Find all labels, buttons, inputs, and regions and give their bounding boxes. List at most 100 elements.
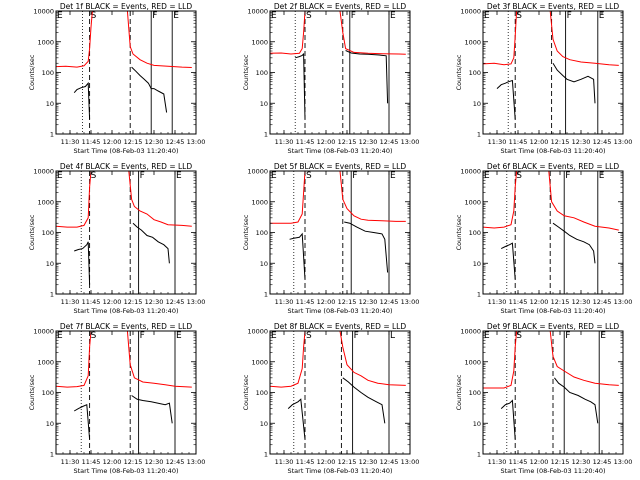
events-series-line bbox=[289, 232, 306, 280]
x-tick-label: 12:00 bbox=[530, 458, 549, 466]
marker-label: E bbox=[57, 331, 63, 341]
events-series-line bbox=[74, 241, 91, 285]
x-axis-label: Start Time (08-Feb-03 11:20:40) bbox=[288, 147, 393, 155]
y-tick-label: 1 bbox=[50, 291, 54, 299]
y-tick-label: 1 bbox=[264, 131, 268, 139]
x-tick-label: 12:15 bbox=[551, 298, 570, 306]
x-tick-label: 12:30 bbox=[145, 138, 164, 146]
y-tick-label: 1 bbox=[477, 131, 481, 139]
marker-label: E bbox=[390, 171, 396, 181]
events-series-line bbox=[73, 403, 91, 440]
y-tick-label: 10000 bbox=[460, 8, 481, 16]
x-tick-label: 12:30 bbox=[572, 298, 591, 306]
x-tick-label: 13:00 bbox=[187, 298, 206, 306]
x-axis-label: Start Time (08-Feb-03 11:20:40) bbox=[288, 307, 393, 315]
events-series-line bbox=[131, 66, 168, 113]
x-tick-label: 12:00 bbox=[317, 298, 336, 306]
x-tick-label: 12:30 bbox=[572, 138, 591, 146]
events-series-line bbox=[342, 377, 386, 424]
lld-series-line bbox=[55, 330, 192, 388]
events-series-line bbox=[345, 50, 389, 104]
x-tick-label: 11:45 bbox=[82, 458, 101, 466]
x-tick-label: 11:30 bbox=[275, 138, 294, 146]
y-tick-label: 1000 bbox=[251, 358, 268, 366]
x-tick-label: 11:45 bbox=[82, 138, 101, 146]
x-tick-label: 12:15 bbox=[338, 298, 357, 306]
x-axis-label: Start Time (08-Feb-03 11:20:40) bbox=[501, 147, 606, 155]
y-tick-label: 1 bbox=[264, 291, 268, 299]
y-tick-label: 100 bbox=[256, 69, 268, 77]
chart-title: Det 1f BLACK = Events, RED = LLD bbox=[60, 2, 193, 11]
x-tick-label: 12:15 bbox=[551, 138, 570, 146]
events-series-line bbox=[287, 398, 306, 440]
chart-title: Det 9f BLACK = Events, RED = LLD bbox=[487, 322, 620, 331]
x-tick-label: 13:00 bbox=[401, 298, 420, 306]
marker-label: E bbox=[271, 331, 277, 341]
x-tick-label: 12:30 bbox=[359, 138, 378, 146]
x-axis-label: Start Time (08-Feb-03 11:20:40) bbox=[74, 307, 179, 315]
y-axis-label: Counts/sec bbox=[455, 214, 463, 250]
y-axis-label: Counts/sec bbox=[28, 374, 36, 410]
x-axis-label: Start Time (08-Feb-03 11:20:40) bbox=[74, 467, 179, 475]
y-tick-label: 10 bbox=[473, 260, 481, 268]
x-axis-label: Start Time (08-Feb-03 11:20:40) bbox=[501, 467, 606, 475]
lld-series-line bbox=[55, 170, 192, 228]
lld-series-line bbox=[270, 170, 406, 224]
x-tick-label: 12:30 bbox=[145, 458, 164, 466]
plot-frame bbox=[482, 170, 624, 295]
y-tick-label: 100 bbox=[42, 389, 54, 397]
events-series-line bbox=[500, 242, 516, 280]
y-tick-label: 10 bbox=[473, 100, 481, 108]
y-tick-label: 10000 bbox=[33, 8, 54, 16]
marker-label: S bbox=[516, 331, 522, 341]
marker-label: S bbox=[306, 331, 312, 341]
x-tick-label: 11:30 bbox=[488, 458, 507, 466]
y-tick-label: 1000 bbox=[37, 358, 54, 366]
events-series-line bbox=[496, 79, 516, 120]
lld-series-line bbox=[269, 330, 406, 388]
x-tick-label: 11:30 bbox=[488, 298, 507, 306]
y-tick-label: 100 bbox=[42, 229, 54, 237]
x-tick-label: 12:00 bbox=[317, 138, 336, 146]
x-tick-label: 11:30 bbox=[488, 138, 507, 146]
marker-label: S bbox=[516, 171, 522, 181]
x-tick-label: 12:45 bbox=[593, 138, 612, 146]
x-tick-label: 11:30 bbox=[61, 298, 80, 306]
chart-title: Det 2f BLACK = Events, RED = LLD bbox=[274, 2, 407, 11]
y-tick-label: 10 bbox=[46, 100, 54, 108]
x-tick-label: 12:15 bbox=[338, 138, 357, 146]
marker-label: F bbox=[565, 171, 570, 181]
y-axis-label: Counts/sec bbox=[242, 54, 250, 90]
marker-label: F bbox=[140, 331, 145, 341]
x-tick-label: 12:15 bbox=[551, 458, 570, 466]
y-tick-label: 10 bbox=[260, 260, 268, 268]
y-tick-label: 10000 bbox=[247, 8, 268, 16]
y-tick-label: 1 bbox=[50, 451, 54, 459]
x-tick-label: 13:00 bbox=[614, 458, 633, 466]
y-axis-label: Counts/sec bbox=[242, 374, 250, 410]
chart-title: Det 4f BLACK = Events, RED = LLD bbox=[60, 162, 193, 171]
x-axis-label: Start Time (08-Feb-03 11:20:40) bbox=[74, 147, 179, 155]
x-tick-label: 12:15 bbox=[338, 458, 357, 466]
y-axis-label: Counts/sec bbox=[242, 214, 250, 250]
x-tick-label: 11:30 bbox=[61, 458, 80, 466]
events-series-line bbox=[73, 81, 91, 120]
x-tick-label: 12:15 bbox=[124, 138, 143, 146]
y-tick-label: 10 bbox=[260, 100, 268, 108]
chart-title: Det 3f BLACK = Events, RED = LLD bbox=[487, 2, 620, 11]
x-tick-label: 13:00 bbox=[187, 458, 206, 466]
chart-title: Det 7f BLACK = Events, RED = LLD bbox=[60, 322, 193, 331]
y-tick-label: 10000 bbox=[247, 168, 268, 176]
y-tick-label: 1000 bbox=[251, 38, 268, 46]
marker-label: F bbox=[351, 11, 356, 21]
plot-frame bbox=[482, 10, 624, 135]
x-tick-label: 12:45 bbox=[593, 298, 612, 306]
marker-label: F bbox=[140, 171, 145, 181]
lld-series-line bbox=[269, 10, 406, 55]
